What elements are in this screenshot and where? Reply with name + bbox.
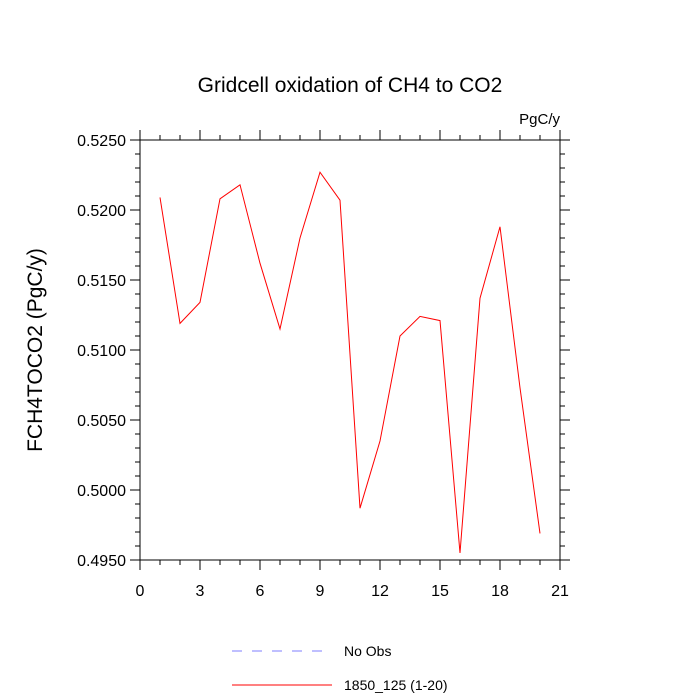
series-line [159,171,541,554]
x-tick-label: 15 [431,583,449,600]
y-tick-label: 0.4950 [77,553,126,570]
x-tick-label: 3 [196,583,205,600]
y-tick-label: 0.5150 [77,273,126,290]
y-tick-label: 0.5000 [77,483,126,500]
chart-title: Gridcell oxidation of CH4 to CO2 [198,74,503,97]
y-axis-label: FCH4TOCO2 (PgC/y) [24,248,47,452]
x-tick-label: 21 [551,583,569,600]
y-tick-label: 0.5050 [77,413,126,430]
plot-area: 0 3 6 9 12 15 18 21 0.4950 0.5000 0.5050 0.5100 0.51… [77,130,570,600]
x-tick-label: 9 [316,583,325,600]
y-tick-label: 0.5200 [77,203,126,220]
x-tick-label: 18 [491,583,509,600]
legend-label-no-obs: No Obs [344,643,391,659]
legend: No Obs 1850_125 (1-20) [232,643,448,693]
legend-label-series: 1850_125 (1-20) [344,677,448,693]
x-tick-label: 0 [136,583,145,600]
x-tick-label: 12 [371,583,389,600]
x-tick-label: 6 [256,583,265,600]
units-label: PgC/y [519,111,560,128]
y-tick-label: 0.5100 [77,343,126,360]
y-tick-label: 0.5250 [77,133,126,150]
